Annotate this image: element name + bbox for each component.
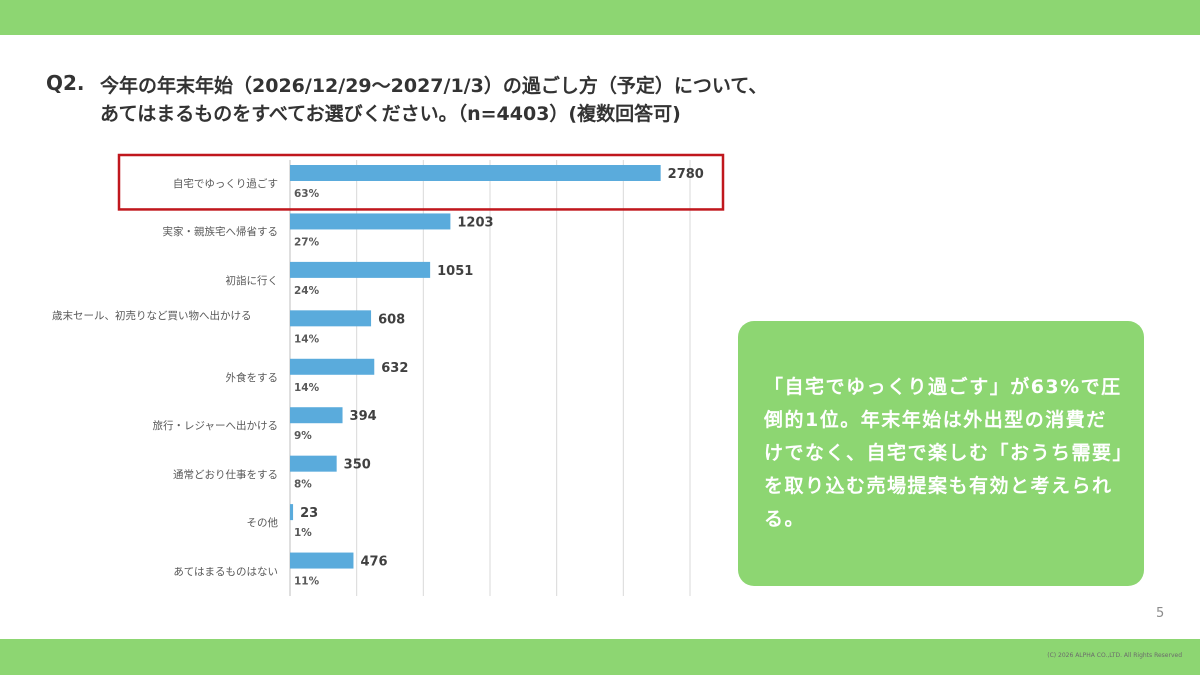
page-number: 5 bbox=[1156, 606, 1165, 621]
bar bbox=[290, 310, 372, 327]
data-label: 2780 bbox=[668, 167, 704, 182]
category-label: 自宅でゆっくり過ごす bbox=[172, 178, 278, 190]
percent-label: 27% bbox=[294, 236, 320, 248]
category-label: 初詣に行く bbox=[225, 274, 279, 287]
percent-label: 14% bbox=[294, 382, 320, 394]
highlight-box bbox=[117, 153, 725, 211]
data-label: 394 bbox=[350, 409, 377, 424]
question-title-line2: あてはまるものをすべてお選びください。（n=4403）(複数回答可) bbox=[100, 103, 681, 125]
data-label: 1051 bbox=[437, 264, 473, 279]
bar bbox=[290, 358, 375, 375]
bar bbox=[290, 165, 661, 181]
bar bbox=[290, 261, 431, 278]
percent-label: 14% bbox=[294, 333, 320, 345]
category-label: 実家・親族宅へ帰省する bbox=[162, 226, 279, 239]
question-title-line1: 今年の年末年始（2026/12/29〜2027/1/3）の過ごし方（予定）につい… bbox=[100, 75, 768, 97]
bar-chart: 2780 63% 1203 27% 1051 24% 608 14% 632 14% 394 9% 35… bbox=[117, 153, 725, 596]
top-band bbox=[0, 0, 1200, 35]
category-label: その他 bbox=[246, 517, 279, 530]
data-label: 476 bbox=[360, 555, 387, 570]
bar bbox=[290, 504, 294, 521]
percent-label: 8% bbox=[294, 479, 312, 491]
percent-label: 24% bbox=[294, 285, 320, 297]
bar bbox=[290, 552, 354, 569]
callout-text: 「自宅でゆっくり過ごす」が63%で圧倒的1位。年末年始は外出型の消費だけでなく、… bbox=[764, 376, 1124, 530]
percent-label: 63% bbox=[294, 188, 320, 200]
question-number: Q2. bbox=[46, 71, 85, 95]
percent-label: 9% bbox=[294, 430, 312, 442]
category-label: 外食をする bbox=[225, 371, 279, 384]
category-label: 通常どおり仕事をする bbox=[173, 468, 278, 481]
bar bbox=[290, 455, 337, 472]
category-label: 旅行・レジャーへ出かける bbox=[152, 420, 278, 433]
data-label: 632 bbox=[381, 361, 408, 376]
data-label: 350 bbox=[344, 458, 371, 473]
data-label: 608 bbox=[378, 312, 405, 327]
copyright-text: (C) 2026 ALPHA CO.,LTD. All Rights Reser… bbox=[1047, 652, 1182, 659]
category-label: あてはまるものはない bbox=[173, 565, 278, 578]
percent-label: 1% bbox=[294, 527, 312, 539]
data-label: 23 bbox=[300, 506, 318, 521]
bottom-band bbox=[0, 639, 1200, 675]
bar bbox=[290, 213, 451, 230]
percent-label: 11% bbox=[294, 576, 320, 588]
summary-callout: 「自宅でゆっくり過ごす」が63%で圧倒的1位。年末年始は外出型の消費だけでなく、… bbox=[738, 321, 1144, 586]
data-label: 1203 bbox=[457, 215, 493, 230]
bar bbox=[290, 407, 343, 424]
category-label: 歳末セール、初売りなど買い物へ出かける bbox=[52, 310, 252, 323]
